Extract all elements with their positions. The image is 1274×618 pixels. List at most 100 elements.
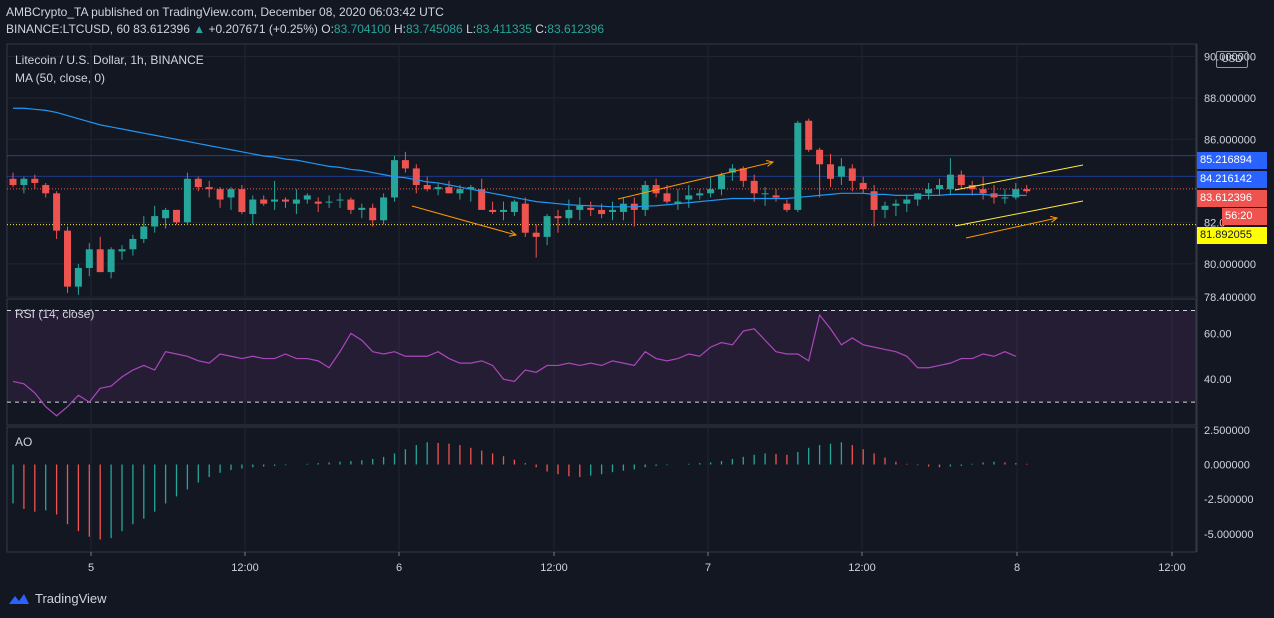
candle-body (173, 209, 180, 223)
down-trend-arrow (411, 205, 517, 236)
upper-line-price-tag: 85.216894 (1197, 152, 1267, 169)
candle-body (151, 216, 159, 227)
candle-body (565, 209, 573, 219)
tradingview-logo[interactable]: TradingView (8, 591, 107, 606)
candle-body (576, 205, 584, 210)
candle-body (609, 209, 616, 212)
price-axis-label: 86.000000 (1204, 134, 1256, 146)
high-value: 83.745086 (405, 22, 463, 36)
ao-axis-label: -2.500000 (1204, 494, 1254, 506)
currency-button[interactable]: USD (1216, 51, 1248, 68)
candle-body (216, 189, 224, 200)
pane-frame-3 (6, 426, 1197, 553)
ma-price-tag: 84.216142 (1197, 171, 1267, 188)
candle-body (587, 207, 595, 210)
candle-body (761, 193, 769, 195)
rsi-axis-label: 40.00 (1204, 374, 1232, 386)
candle-body (260, 199, 268, 204)
candle-body (391, 160, 398, 198)
candle-body (369, 207, 377, 221)
ohlc-header: BINANCE:LTCUSD, 60 83.612396 ▲ +0.207671… (6, 22, 604, 36)
open-value: 83.704100 (333, 22, 391, 36)
candle-body (1012, 189, 1020, 198)
candle-body (42, 185, 50, 194)
candle-body (107, 249, 115, 273)
candle-body (957, 174, 965, 186)
channel-lower-line (954, 200, 1084, 227)
candle-body (456, 189, 464, 194)
rsi-band-fill (7, 310, 1196, 403)
channel-breakout-arrow-head (1050, 215, 1059, 223)
candle-body (20, 178, 28, 186)
candle-body (903, 199, 911, 204)
candle-body (837, 166, 845, 177)
candle-body (140, 226, 148, 239)
candle-body (227, 189, 235, 198)
candle-body (64, 230, 71, 287)
time-axis-label: 6 (396, 562, 402, 574)
candle-body (96, 249, 104, 273)
price-axis-label: 88.000000 (1204, 93, 1256, 105)
candle-body (401, 160, 409, 169)
time-axis-label: 8 (1014, 562, 1020, 574)
candle-body (641, 185, 649, 210)
candle-body (434, 187, 442, 190)
change-value: +0.207671 (+0.25%) (208, 22, 318, 36)
candle-body (663, 193, 671, 202)
candle-body (271, 199, 279, 202)
ao-pane-title: AO (15, 435, 33, 449)
candle-body (74, 267, 82, 287)
candle-body (696, 193, 704, 196)
candle-body (914, 193, 922, 200)
last-price-value: 83.612396 (133, 22, 190, 36)
lower-line-price-tag: 81.892055 (1197, 227, 1267, 244)
price-axis-label: 90.000000 (1204, 51, 1256, 63)
candle-body (358, 207, 366, 210)
candle-body (521, 203, 529, 233)
candle-body (489, 209, 497, 212)
candle-body (380, 197, 388, 221)
candle-body (412, 168, 420, 186)
candle-body (543, 216, 551, 237)
close-value: 83.612396 (547, 22, 604, 36)
price-axis-label: 78.400000 (1204, 292, 1256, 304)
rsi-pane-title: RSI (14, close) (15, 307, 95, 321)
channel-upper-line (954, 164, 1084, 191)
candle-body (336, 199, 344, 201)
time-axis-label: 7 (705, 562, 711, 574)
candle-body (936, 185, 943, 190)
candle-body (162, 209, 170, 219)
candle-body (685, 195, 693, 200)
candle-body (772, 195, 780, 198)
candle-body (794, 122, 802, 210)
channel-breakout-arrow (965, 217, 1058, 239)
candle-body (707, 189, 715, 194)
time-axis-label: 5 (88, 562, 94, 574)
candle-body (859, 182, 867, 190)
low-value: 83.411335 (476, 22, 532, 36)
candle-body (423, 185, 431, 190)
change-arrow-icon: ▲ (193, 22, 206, 36)
time-axis-label: 12:00 (231, 562, 259, 574)
candle-body (619, 203, 627, 212)
candle-body (946, 174, 954, 190)
time-axis-label: 12:00 (540, 562, 568, 574)
candle-body (892, 203, 900, 206)
pane-frame-1 (6, 43, 1197, 298)
candle-body (598, 209, 606, 215)
candle-body (674, 201, 682, 204)
candle-body (816, 149, 824, 165)
time-axis-label: 12:00 (1158, 562, 1186, 574)
close-label: C: (535, 22, 548, 36)
rsi-axis-label: 60.00 (1204, 328, 1232, 340)
candle-body (1001, 197, 1009, 199)
candle-body (325, 201, 333, 203)
candle-body (478, 189, 486, 210)
candle-body (118, 249, 126, 252)
candle-body (53, 193, 61, 231)
candle-body (129, 238, 137, 250)
candle-body (881, 205, 889, 210)
candle-body (194, 178, 202, 188)
candle-body (205, 187, 213, 190)
